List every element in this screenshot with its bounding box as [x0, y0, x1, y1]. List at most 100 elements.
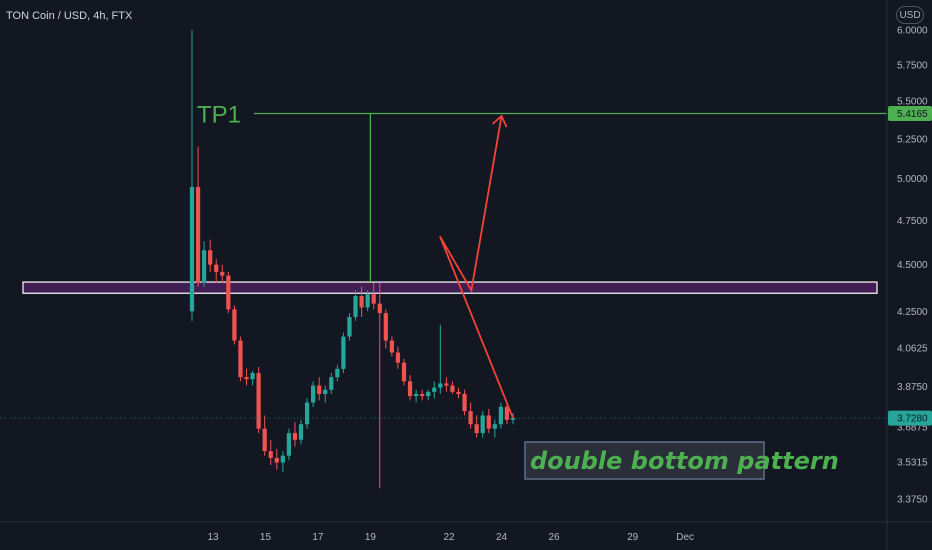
candle: [323, 385, 328, 403]
x-tick-label: 17: [312, 532, 324, 543]
candle: [438, 324, 443, 394]
candle: [341, 332, 346, 374]
resistance-zone: [22, 281, 878, 294]
currency-selector[interactable]: USD: [896, 6, 924, 24]
candle-body: [359, 296, 364, 308]
current-price-tag-bg: [888, 410, 932, 426]
candle-body: [377, 303, 382, 314]
candle: [317, 377, 322, 401]
candle-body: [420, 393, 425, 397]
candle-body: [413, 393, 419, 397]
candle: [298, 419, 304, 445]
x-tick-label: Dec: [676, 532, 694, 543]
x-tick-label: 19: [365, 532, 377, 543]
candle: [256, 366, 261, 434]
candle: [214, 259, 219, 283]
y-tick-label: 3.3750: [897, 495, 928, 506]
candle-body: [444, 383, 449, 386]
candle-body: [474, 424, 479, 434]
candle-body: [195, 186, 201, 283]
resistance-zone-layer: [22, 281, 878, 294]
candle: [226, 271, 231, 314]
tp1-price-tag-bg: [888, 106, 932, 122]
candle-body: [226, 275, 231, 310]
candle-body: [492, 424, 497, 429]
candle-body: [262, 428, 267, 452]
candle: [450, 381, 455, 394]
candle: [420, 389, 425, 401]
candle-body: [383, 313, 388, 341]
symbol-title: TON Coin / USD, 4h, FTX: [6, 10, 133, 22]
candle: [462, 389, 467, 416]
candle: [274, 448, 279, 470]
candle: [292, 422, 298, 447]
projection-arrowhead: [491, 114, 508, 128]
candle: [456, 387, 461, 399]
candle-body: [371, 294, 376, 304]
candle-body: [432, 387, 437, 392]
candle: [201, 241, 207, 287]
y-tick-label: 5.0000: [897, 174, 928, 185]
candle-body: [510, 418, 516, 420]
candle-body: [462, 393, 467, 412]
candle: [365, 290, 370, 312]
candle-body: [438, 383, 443, 388]
candle-body: [238, 340, 243, 378]
candle-body: [498, 406, 504, 425]
y-tick-label: 5.2500: [897, 134, 928, 145]
candle: [238, 336, 243, 382]
candle-body: [389, 340, 394, 353]
candle-body: [274, 457, 279, 463]
candle-body: [298, 424, 304, 440]
y-tick-label: 4.0625: [897, 344, 928, 355]
candle-body: [250, 373, 255, 380]
candle-body: [480, 415, 485, 434]
candle: [413, 389, 419, 403]
tp1-price-tag: 5.4165: [888, 106, 932, 122]
candle: [335, 364, 340, 382]
y-tick-label: 3.6875: [897, 423, 928, 434]
candle: [504, 402, 510, 425]
candle: [262, 415, 267, 456]
candle: [329, 373, 334, 394]
y-tick-label: 5.5000: [897, 97, 928, 108]
x-tick-label: 26: [548, 532, 560, 543]
candle-body: [395, 352, 401, 363]
candle-body: [292, 433, 298, 440]
candle-body: [341, 336, 346, 369]
y-tick-label: 4.5000: [897, 260, 928, 271]
candle-body: [323, 389, 328, 394]
candle: [510, 413, 516, 425]
candle-body: [244, 377, 249, 380]
candle: [401, 358, 407, 386]
x-tick-label: 13: [207, 532, 219, 543]
candle-body: [347, 317, 352, 337]
candle: [383, 309, 388, 349]
annotation-box: [524, 441, 765, 480]
x-tick-label: 22: [444, 532, 456, 543]
candle-body: [286, 433, 292, 456]
candle: [347, 313, 352, 341]
tp1-label: TP1: [197, 102, 241, 129]
y-tick-label: 6.0000: [897, 26, 928, 37]
x-tick-label: 15: [260, 532, 272, 543]
y-tick-label: 3.8750: [897, 382, 928, 393]
candle: [286, 428, 292, 461]
y-tick-label: 5.7500: [897, 60, 928, 71]
candle: [395, 346, 401, 369]
candle: [492, 419, 497, 438]
candle-body: [504, 406, 510, 420]
candle: [371, 282, 376, 310]
candle: [311, 381, 316, 407]
candle-body: [317, 385, 322, 394]
candle-body: [208, 250, 213, 265]
candle-body: [280, 455, 285, 463]
candle-body: [426, 391, 431, 397]
candle: [268, 439, 273, 465]
annotation-text: double bottom pattern: [530, 447, 839, 475]
candle-body: [214, 264, 219, 272]
candle: [280, 451, 285, 472]
candle-body: [201, 250, 207, 283]
